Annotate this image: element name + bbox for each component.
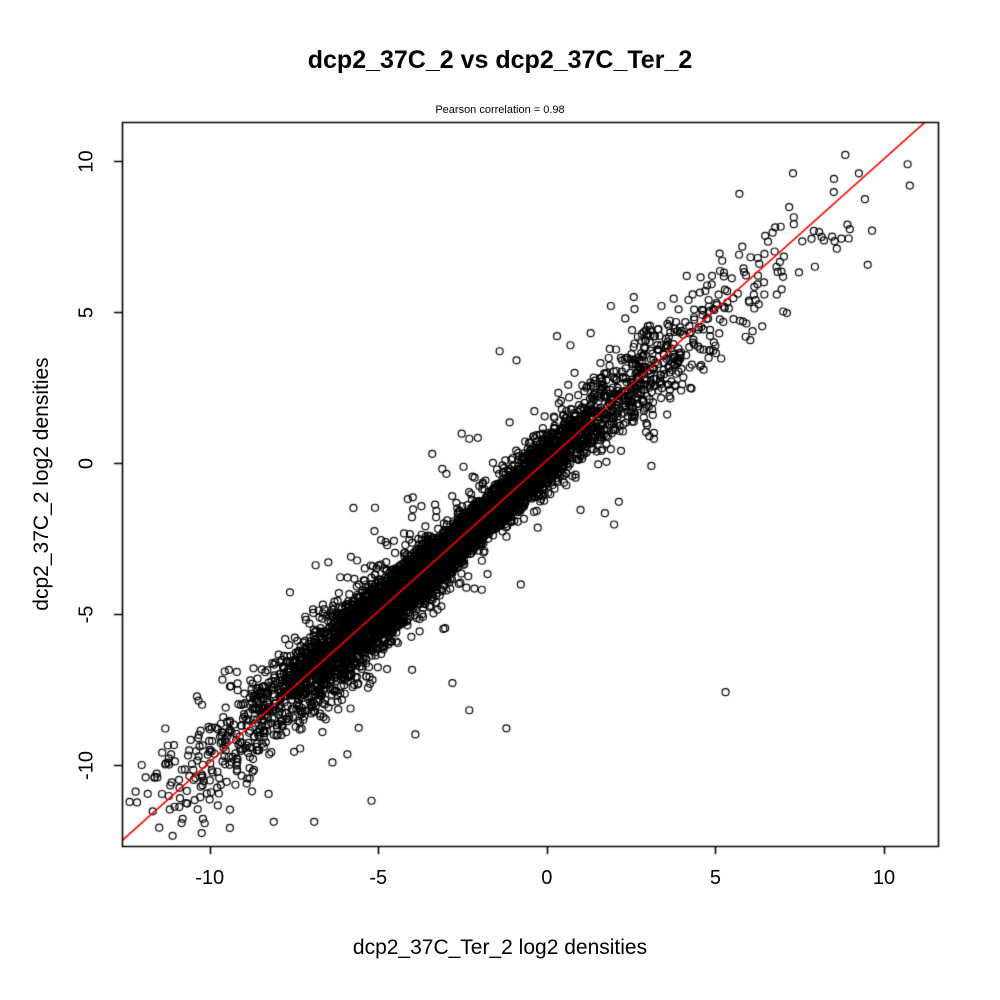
x-tick-label: 0	[541, 867, 553, 889]
y-tick-label: 10	[75, 150, 98, 173]
pearson-correlation-subtitle: Pearson correlation = 0.98	[435, 104, 565, 116]
y-tick-label: 0	[75, 457, 98, 469]
x-tick-label: 10	[872, 867, 896, 889]
y-tick-label: 5	[75, 306, 98, 319]
y-tick-label: -5	[75, 605, 98, 624]
x-tick-label: 5	[709, 867, 722, 889]
page-title: dcp2_37C_2 vs dcp2_37C_Ter_2	[307, 46, 693, 74]
x-tick-label: -5	[369, 867, 388, 889]
x-axis-label: dcp2_37C_Ter_2 log2 densities	[352, 936, 648, 959]
x-tick-label: -10	[195, 867, 225, 889]
y-tick-label: -10	[75, 750, 98, 780]
